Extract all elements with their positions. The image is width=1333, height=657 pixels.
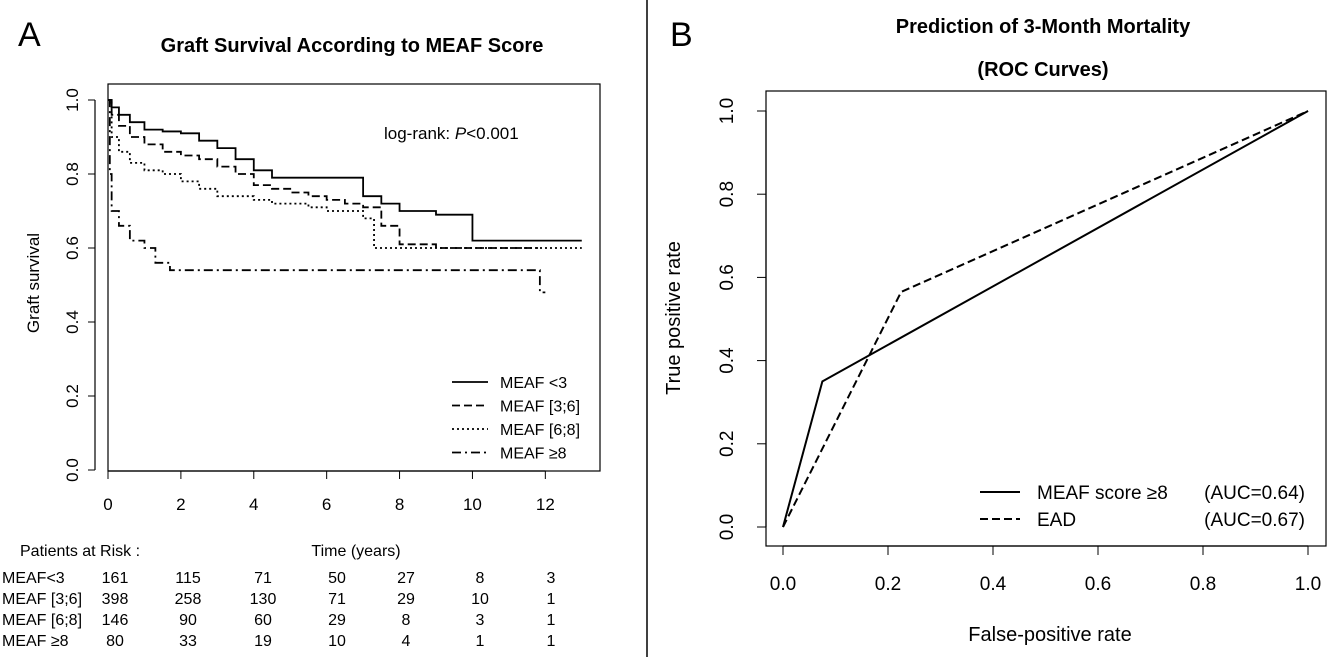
panel-b-axes: 0.0 0.2 0.4 0.6 0.8 1.0 0.0 0.2 0.4 0.6 0.8 1.0 bbox=[717, 98, 1321, 595]
risk-cell: 33 bbox=[179, 633, 197, 650]
panel-a: A Graft Survival According to MEAF Score… bbox=[2, 16, 601, 650]
y-tick-label: 1.0 bbox=[63, 88, 82, 112]
x-tick-label: 12 bbox=[536, 495, 555, 514]
x-tick-label: 0.6 bbox=[1085, 574, 1111, 595]
risk-cell: 8 bbox=[476, 570, 485, 587]
panel-a-axes: 0 2 4 6 8 10 12 0.0 0.2 0.4 0.6 0.8 1.0 bbox=[63, 88, 555, 514]
risk-cell: 4 bbox=[402, 633, 411, 650]
panel-b-letter: B bbox=[670, 16, 693, 54]
panel-a-legend: MEAF <3 MEAF [3;6] MEAF [6;8] MEAF ≥8 bbox=[452, 375, 580, 463]
legend-label: MEAF score ≥8 bbox=[1037, 483, 1168, 504]
panel-a-title: Graft Survival According to MEAF Score bbox=[161, 35, 544, 57]
y-tick-label: 1.0 bbox=[717, 98, 738, 124]
panel-a-letter: A bbox=[18, 16, 41, 54]
risk-cell: 258 bbox=[175, 591, 202, 608]
risk-row-label: MEAF [3;6] bbox=[2, 591, 82, 608]
panel-b-plot-frame bbox=[765, 90, 1327, 547]
risk-cell: 19 bbox=[254, 633, 272, 650]
y-tick-label: 0.0 bbox=[63, 458, 82, 482]
x-tick-label: 1.0 bbox=[1295, 574, 1321, 595]
annotation-suffix: <0.001 bbox=[466, 124, 518, 143]
risk-cell: 50 bbox=[328, 570, 346, 587]
y-tick-label: 0.6 bbox=[717, 264, 738, 290]
risk-cell: 161 bbox=[102, 570, 129, 587]
panel-b-title-line2: (ROC Curves) bbox=[977, 59, 1108, 81]
legend-label: MEAF [6;8] bbox=[500, 422, 580, 439]
risk-cell: 1 bbox=[547, 612, 556, 629]
x-tick-label: 0.0 bbox=[770, 574, 796, 595]
x-tick-label: 0 bbox=[103, 495, 112, 514]
x-tick-label: 0.2 bbox=[875, 574, 901, 595]
risk-cell: 3 bbox=[476, 612, 485, 629]
risk-cell: 1 bbox=[547, 591, 556, 608]
risk-cell: 10 bbox=[328, 633, 346, 650]
panel-a-ylabel: Graft survival bbox=[24, 233, 43, 333]
x-tick-label: 6 bbox=[322, 495, 331, 514]
panel-b-legend: MEAF score ≥8 (AUC=0.64) EAD (AUC=0.67) bbox=[980, 483, 1305, 531]
risk-cell: 1 bbox=[547, 633, 556, 650]
risk-table: MEAF<3 161 115 71 50 27 8 3 MEAF [3;6] 398 258 130 7… bbox=[2, 570, 556, 650]
panel-a-series bbox=[108, 99, 582, 294]
risk-cell: 130 bbox=[250, 591, 277, 608]
risk-cell: 71 bbox=[328, 591, 346, 608]
x-tick-label: 0.8 bbox=[1190, 574, 1216, 595]
panel-a-annotation: log-rank: P<0.001 bbox=[384, 124, 519, 143]
legend-label: MEAF [3;6] bbox=[500, 399, 580, 416]
legend-label: EAD bbox=[1037, 510, 1076, 531]
risk-cell: 60 bbox=[254, 612, 272, 629]
roc-curve bbox=[782, 110, 1309, 528]
annotation-p: P bbox=[455, 124, 467, 143]
risk-cell: 90 bbox=[179, 612, 197, 629]
survival-curve bbox=[108, 99, 582, 249]
y-tick-label: 0.6 bbox=[63, 236, 82, 260]
y-tick-label: 0.8 bbox=[63, 162, 82, 186]
panel-a-xlabel: Time (years) bbox=[311, 543, 400, 560]
panel-b-ylabel: True positive rate bbox=[663, 241, 685, 395]
y-tick-label: 0.4 bbox=[63, 310, 82, 334]
roc-curve bbox=[782, 110, 1309, 528]
survival-curve bbox=[108, 99, 539, 249]
risk-cell: 27 bbox=[397, 570, 415, 587]
risk-row-label: MEAF<3 bbox=[2, 570, 65, 587]
panel-b: B Prediction of 3-Month Mortality (ROC C… bbox=[663, 16, 1327, 646]
risk-cell: 71 bbox=[254, 570, 272, 587]
risk-table-header: Patients at Risk : bbox=[20, 543, 140, 560]
x-tick-label: 0.4 bbox=[980, 574, 1007, 595]
risk-cell: 29 bbox=[397, 591, 415, 608]
annotation-prefix: log-rank: bbox=[384, 124, 455, 143]
risk-cell: 29 bbox=[328, 612, 346, 629]
y-tick-label: 0.2 bbox=[63, 384, 82, 408]
y-tick-label: 0.2 bbox=[717, 431, 738, 457]
x-tick-label: 2 bbox=[176, 495, 185, 514]
survival-curve bbox=[108, 99, 582, 242]
risk-cell: 1 bbox=[476, 633, 485, 650]
survival-curve bbox=[108, 99, 546, 294]
x-tick-label: 4 bbox=[249, 495, 258, 514]
legend-auc: (AUC=0.64) bbox=[1204, 483, 1305, 504]
risk-row-label: MEAF ≥8 bbox=[2, 633, 69, 650]
x-tick-label: 8 bbox=[395, 495, 404, 514]
risk-cell: 8 bbox=[402, 612, 411, 629]
x-tick-label: 10 bbox=[463, 495, 482, 514]
risk-cell: 115 bbox=[175, 570, 201, 587]
risk-cell: 3 bbox=[547, 570, 556, 587]
risk-cell: 80 bbox=[106, 633, 124, 650]
risk-cell: 146 bbox=[102, 612, 129, 629]
risk-row-label: MEAF [6;8] bbox=[2, 612, 82, 629]
legend-label: MEAF ≥8 bbox=[500, 446, 567, 463]
risk-cell: 10 bbox=[471, 591, 489, 608]
panel-b-xlabel: False-positive rate bbox=[968, 624, 1131, 646]
y-tick-label: 0.8 bbox=[717, 181, 738, 207]
legend-auc: (AUC=0.67) bbox=[1204, 510, 1305, 531]
panel-b-series bbox=[782, 110, 1309, 528]
risk-cell: 398 bbox=[102, 591, 129, 608]
y-tick-label: 0.4 bbox=[717, 347, 738, 374]
panel-b-title-line1: Prediction of 3-Month Mortality bbox=[896, 16, 1191, 38]
y-tick-label: 0.0 bbox=[717, 514, 738, 540]
legend-label: MEAF <3 bbox=[500, 375, 567, 392]
